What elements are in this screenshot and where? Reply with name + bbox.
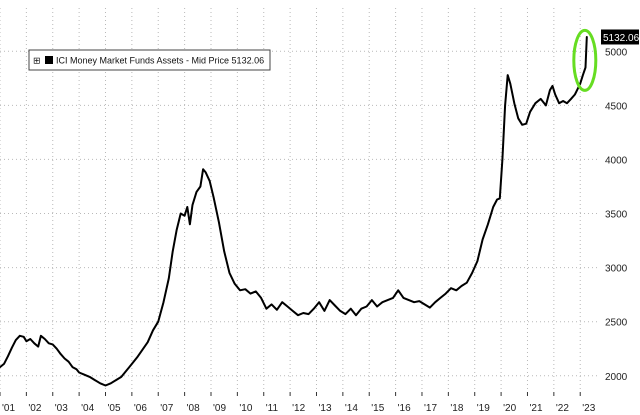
highlight-layer [572, 28, 598, 92]
y-tick-label: 3500 [605, 210, 628, 221]
x-tick-label: '07 [160, 403, 173, 414]
x-tick-label: '19 [477, 403, 490, 414]
series-line [0, 36, 588, 387]
y-tick-label: 2000 [605, 372, 628, 383]
x-tick-label: '15 [371, 403, 384, 414]
x-tick-label: '13 [318, 403, 331, 414]
y-tick-label: 2500 [605, 318, 628, 329]
y-tick-label: 5000 [605, 47, 628, 58]
x-tick-label: '22 [556, 403, 569, 414]
x-tick-label: '23 [582, 403, 595, 414]
grid [0, 8, 600, 392]
y-tick-label: 3000 [605, 264, 628, 275]
series-layer [0, 36, 588, 387]
x-tick-label: '20 [503, 403, 516, 414]
x-tick-label: '10 [239, 403, 252, 414]
x-tick-label: '06 [134, 403, 147, 414]
x-tick-label: '01 [2, 403, 15, 414]
x-tick-label: '17 [424, 403, 437, 414]
x-tick-label: '16 [398, 403, 411, 414]
x-axis: '01 '02 '03 '04 '05 '06 '07 '08 '09 '10 '11 '12 '13 '… [0, 392, 596, 414]
x-tick-label: '04 [81, 403, 94, 414]
y-axis: 2000 2500 3000 3500 4000 4500 5000 [605, 47, 628, 383]
x-tick-label: '08 [187, 403, 200, 414]
x-tick-label: '12 [292, 403, 305, 414]
legend-box [28, 49, 271, 71]
legend-swatch [45, 56, 53, 64]
x-tick-label: '11 [266, 403, 279, 414]
x-tick-label: '18 [450, 403, 463, 414]
y-tick-label: 4000 [605, 155, 628, 166]
x-tick-label: '05 [107, 403, 120, 414]
last-value-background [601, 29, 639, 45]
last-value-label: 5132.06 [603, 33, 640, 44]
highlight-ellipse [572, 28, 598, 92]
legend[interactable]: ⊞ ICI Money Market Funds Assets - Mid Pr… [28, 49, 271, 71]
last-value-badge: 5132.06 [601, 29, 640, 45]
legend-toggle-icon[interactable]: ⊞ [33, 56, 41, 66]
x-tick-label: '21 [529, 403, 542, 414]
x-tick-label: '14 [345, 403, 358, 414]
y-tick-label: 4500 [605, 101, 628, 112]
x-tick-label: '02 [28, 403, 41, 414]
x-tick-label: '09 [213, 403, 226, 414]
legend-label: ICI Money Market Funds Assets - Mid Pric… [56, 56, 264, 66]
x-tick-label: '03 [55, 403, 68, 414]
